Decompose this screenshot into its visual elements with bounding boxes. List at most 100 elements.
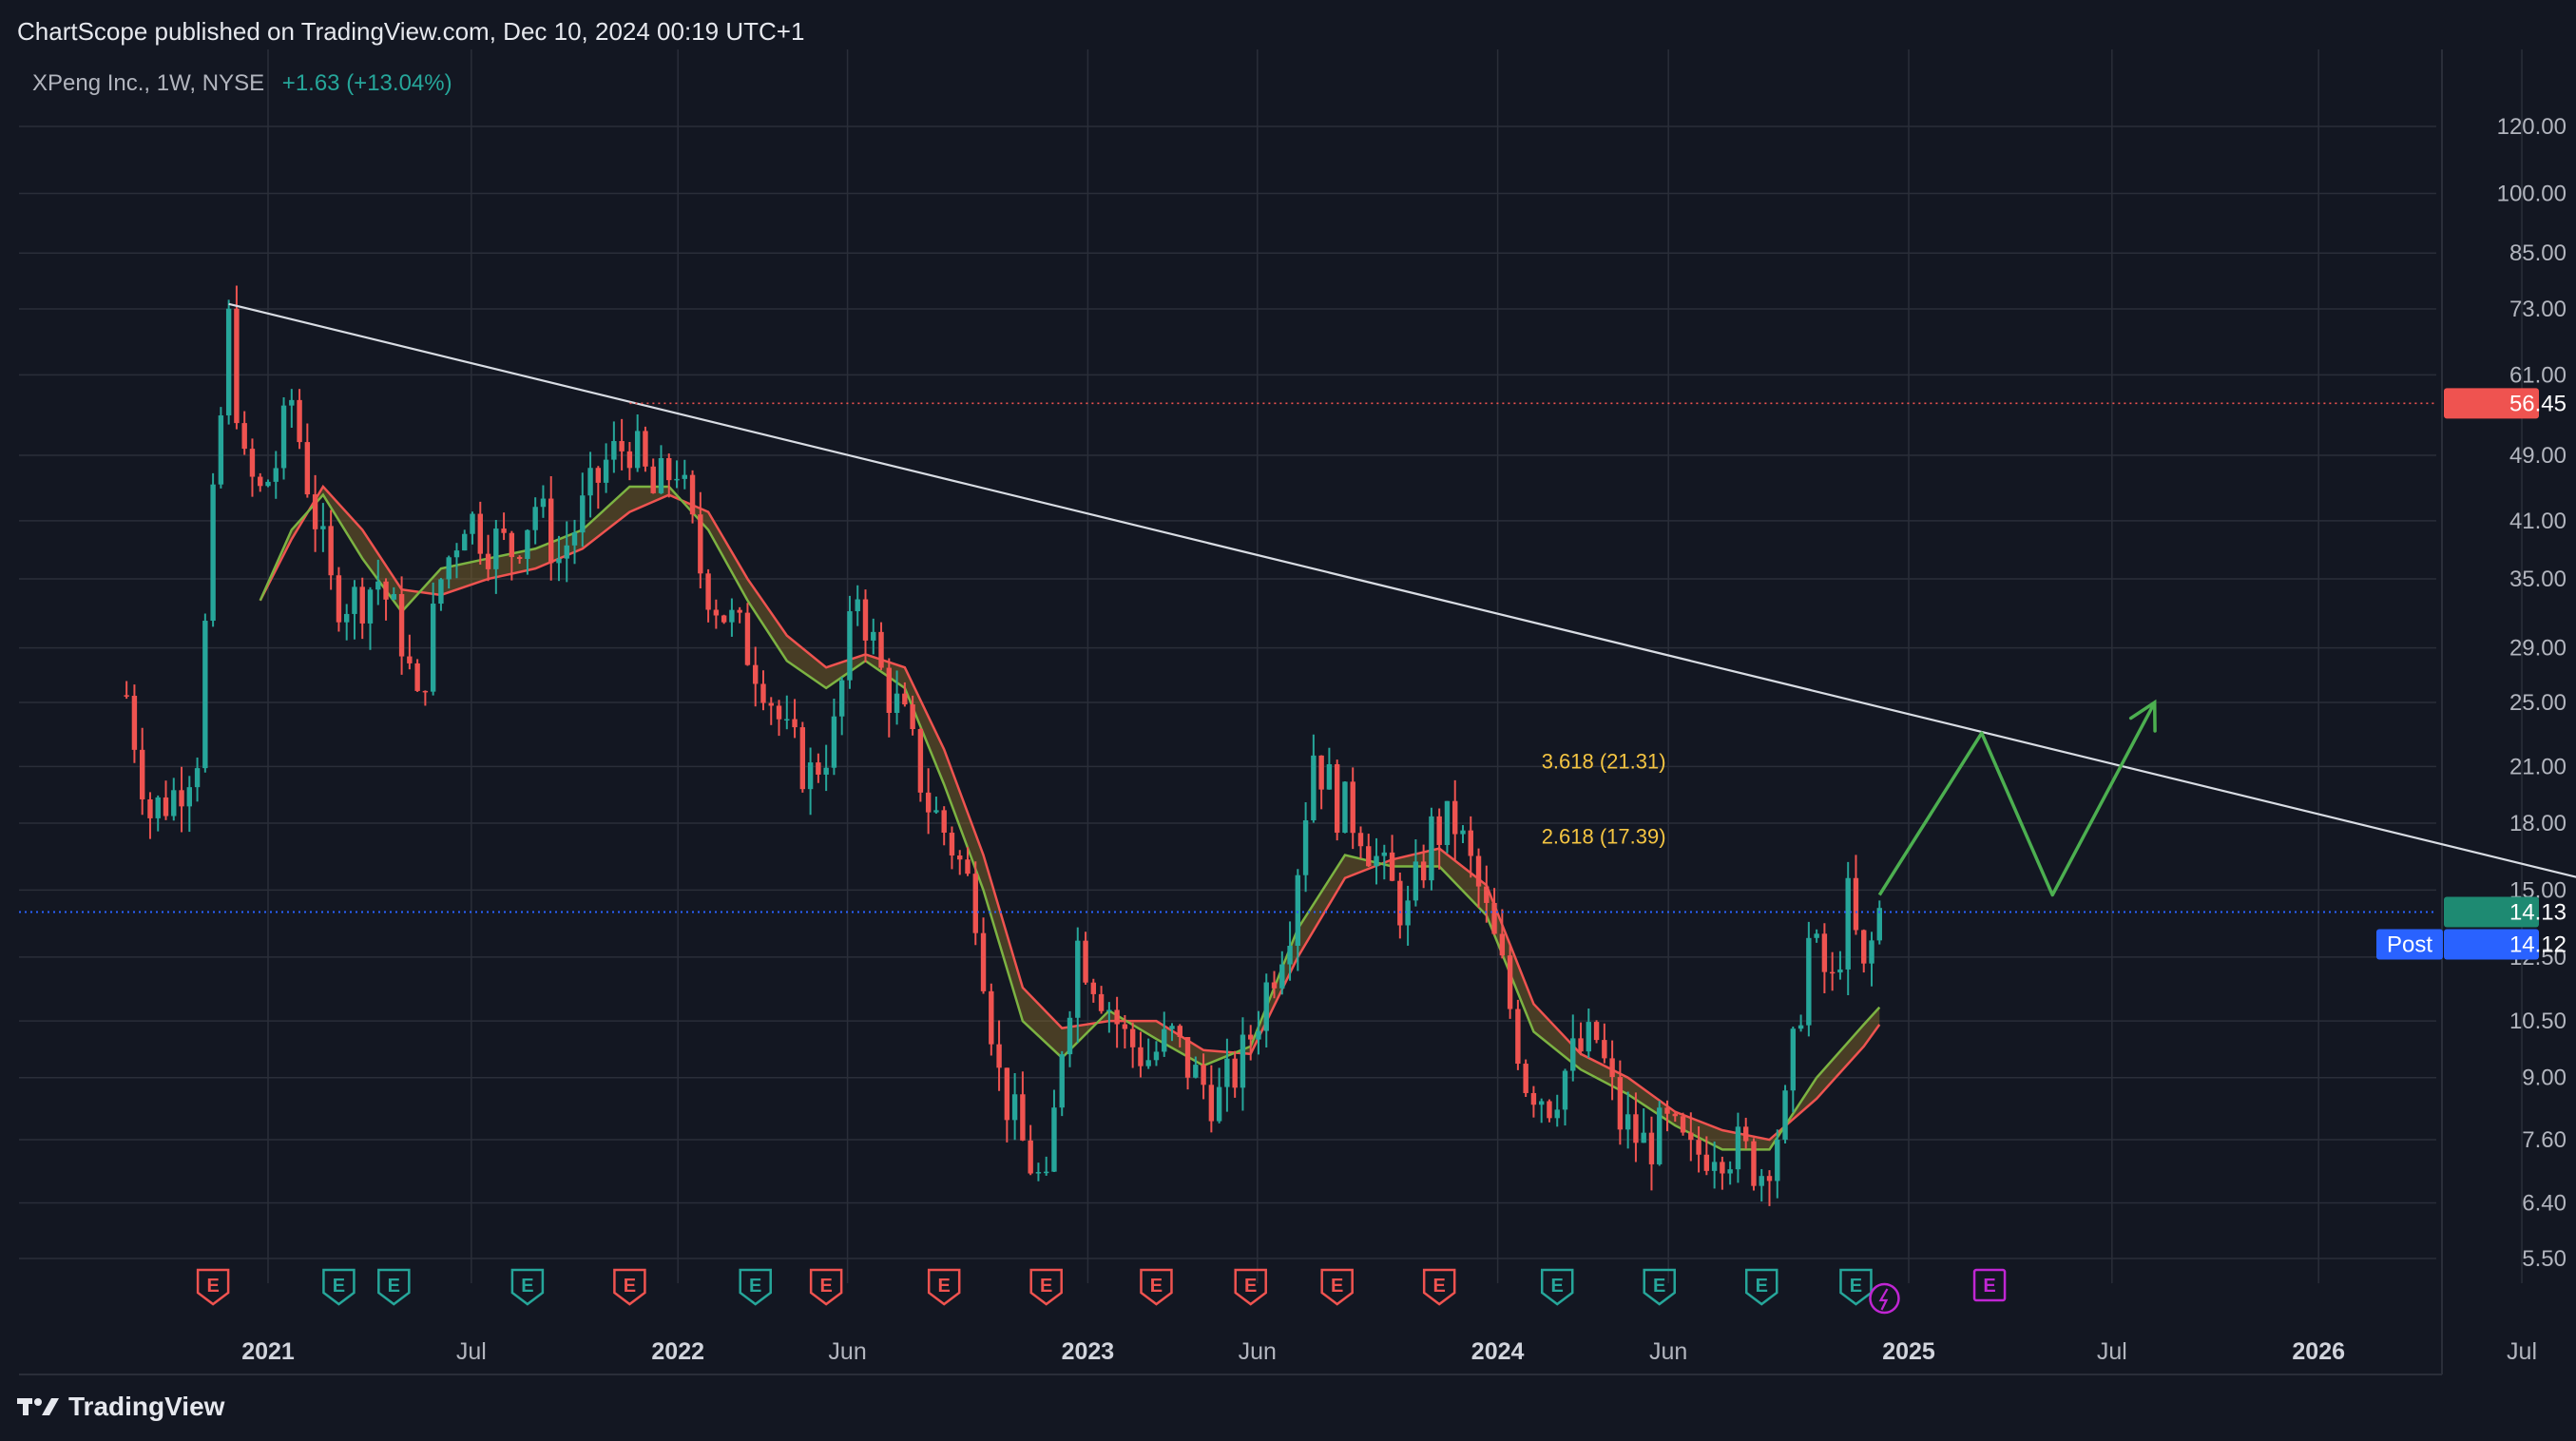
- candle-body: [1193, 1065, 1199, 1078]
- candle-body: [1797, 1025, 1804, 1029]
- candle-body: [744, 612, 751, 665]
- candle-body: [1263, 982, 1269, 1031]
- candle-body: [1593, 1022, 1600, 1041]
- price-tick-label: 85.00: [2509, 240, 2566, 266]
- earnings-event-frame: [613, 1268, 646, 1306]
- candle-body: [1318, 755, 1324, 790]
- brand-name: TradingView: [68, 1392, 225, 1421]
- candle-body: [1578, 1038, 1584, 1052]
- price-tick-label: 18.00: [2509, 811, 2566, 836]
- candle-body: [784, 719, 790, 721]
- candle-body: [595, 468, 602, 483]
- candle-body: [1711, 1162, 1718, 1171]
- price-tick-label: 100.00: [2497, 181, 2566, 206]
- candle-body: [1271, 982, 1278, 989]
- earnings-event-icon[interactable]: E: [1422, 1268, 1456, 1306]
- candle-body: [580, 495, 586, 533]
- candle-body: [1727, 1169, 1733, 1174]
- symbol-name[interactable]: XPeng Inc., 1W, NYSE: [32, 70, 265, 96]
- candle-body: [1562, 1070, 1568, 1110]
- tradingview-logo[interactable]: TradingView: [17, 1392, 224, 1422]
- candle-body: [666, 458, 672, 481]
- time-tick-label: Jun: [1239, 1338, 1277, 1365]
- tradingview-icon: [17, 1398, 59, 1415]
- earnings-event-icon[interactable]: E: [1643, 1268, 1676, 1306]
- candle-body: [1806, 937, 1812, 1026]
- price-tick-label: 49.00: [2509, 443, 2566, 469]
- candle-body: [902, 693, 908, 705]
- candle-body: [1570, 1038, 1576, 1071]
- time-tick-label: Jun: [1649, 1338, 1687, 1365]
- earnings-event-letter: E: [1850, 1276, 1862, 1297]
- earnings-event-icon[interactable]: E: [1540, 1268, 1574, 1306]
- candle-body: [1664, 1107, 1670, 1114]
- candle-body: [1861, 930, 1867, 964]
- earnings-event-icon[interactable]: E: [1839, 1268, 1873, 1306]
- earnings-event-frame: [1140, 1268, 1173, 1306]
- candle-body: [1484, 886, 1490, 903]
- earnings-event-icon[interactable]: E: [196, 1268, 230, 1306]
- price-tick-label: 21.00: [2509, 754, 2566, 779]
- earnings-event-icon[interactable]: E: [322, 1268, 356, 1306]
- candle-body: [737, 609, 742, 613]
- candle-body: [556, 558, 562, 564]
- candle-body: [1169, 1026, 1175, 1029]
- candle-body: [155, 797, 161, 818]
- earnings-event-icon[interactable]: E: [927, 1268, 961, 1306]
- earnings-event-icon[interactable]: E: [809, 1268, 843, 1306]
- candle-body: [289, 399, 295, 406]
- earnings-event-letter: E: [1244, 1276, 1257, 1297]
- earnings-event-icon[interactable]: E: [1029, 1268, 1063, 1306]
- time-tick-label: 2023: [1062, 1338, 1115, 1365]
- earnings-event-frame: [196, 1268, 230, 1306]
- earnings-event-icon[interactable]: E: [1320, 1268, 1354, 1306]
- earnings-event-frame: [1320, 1268, 1354, 1306]
- candle-body: [1224, 1058, 1230, 1087]
- candle-body: [1742, 1126, 1749, 1142]
- earnings-event-icon[interactable]: E: [1744, 1268, 1778, 1306]
- earnings-event-icon[interactable]: E: [739, 1268, 772, 1306]
- earnings-event-frame: [1234, 1268, 1267, 1306]
- candle-body: [776, 705, 782, 720]
- candle-body: [1720, 1162, 1725, 1174]
- earnings-event-letter: E: [749, 1276, 761, 1297]
- earnings-event-icon[interactable]: E: [613, 1268, 646, 1306]
- candle-body: [1853, 877, 1859, 931]
- candle-body: [1279, 964, 1285, 989]
- earnings-event-icon[interactable]: E: [510, 1268, 545, 1306]
- candle-body: [1295, 874, 1301, 946]
- candle-body: [1790, 1028, 1797, 1091]
- candle-body: [1389, 852, 1395, 881]
- candle-body: [540, 498, 547, 508]
- post-tag: [2376, 929, 2443, 960]
- candle-body: [1184, 1037, 1191, 1078]
- candle-body: [124, 695, 129, 697]
- candle-body: [634, 431, 641, 469]
- candle-body: [336, 575, 342, 623]
- candle-body: [1302, 820, 1309, 875]
- candle-body: [1098, 993, 1105, 1011]
- candle-body: [753, 664, 759, 684]
- candle-body: [493, 528, 499, 569]
- earnings-event-letter: E: [1983, 1276, 1995, 1297]
- candle-body: [643, 431, 648, 467]
- candle-body: [1366, 846, 1372, 867]
- candle-body: [855, 599, 860, 612]
- last-price-label: 14.13: [2509, 899, 2566, 925]
- candle-body: [1028, 1140, 1033, 1174]
- candle-body: [792, 719, 798, 728]
- candle-body: [862, 599, 869, 641]
- candle-body: [1869, 940, 1874, 964]
- price-tick-label: 9.00: [2522, 1066, 2566, 1091]
- candle-body: [713, 609, 720, 616]
- candle-body: [398, 593, 405, 657]
- earnings-event-icon[interactable]: E: [1140, 1268, 1173, 1306]
- candle-body: [1657, 1107, 1663, 1164]
- candle-body: [972, 874, 978, 933]
- earnings-event-icon[interactable]: E: [377, 1268, 411, 1306]
- candle-body: [1475, 855, 1482, 887]
- earnings-event-icon[interactable]: E: [1972, 1268, 2007, 1302]
- candle-body: [1821, 933, 1828, 972]
- earnings-event-icon[interactable]: E: [1234, 1268, 1267, 1306]
